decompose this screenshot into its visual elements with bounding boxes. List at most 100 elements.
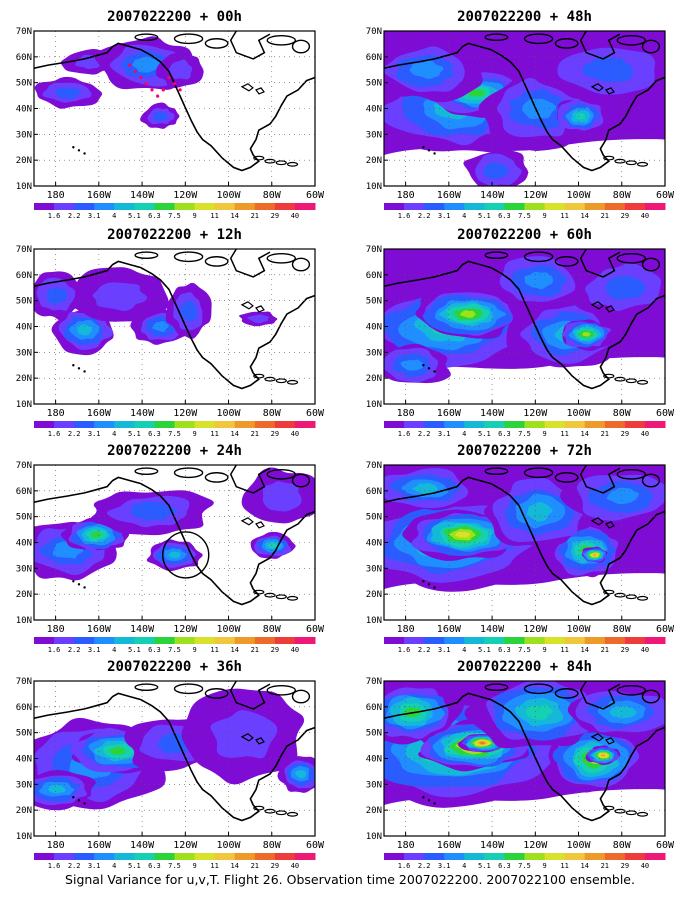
coastline <box>422 796 425 799</box>
coastline <box>253 155 265 161</box>
colorbar-swatch <box>34 853 55 860</box>
colorbar-swatch <box>254 421 276 428</box>
colorbar-label: 21 <box>601 646 609 654</box>
lat-tick-label: 50N <box>366 729 382 739</box>
lon-tick-label: 140W <box>130 190 155 201</box>
colorbar-label: 1.6 <box>398 646 411 654</box>
colorbar-swatch <box>604 637 626 644</box>
lat-tick-label: 40N <box>366 105 382 115</box>
variance-contour <box>455 531 471 538</box>
panel-title: 2007022200 + 48h <box>457 9 592 25</box>
panel-title: 2007022200 + 36h <box>107 659 242 675</box>
coastline <box>614 376 626 382</box>
lon-tick-label: 60W <box>306 624 325 635</box>
variance-contour <box>605 276 646 300</box>
variance-contour <box>575 112 586 120</box>
lat-tick-label: 50N <box>366 79 382 89</box>
colorbar-label: 1.6 <box>48 862 61 870</box>
colorbar-label: 11 <box>560 862 568 870</box>
coastline <box>422 580 425 583</box>
lat-tick-label: 50N <box>16 297 32 307</box>
map-panel: 70N 60N 50N 40N 30N 20N 10N 180 160W 140W 120W 100W… <box>16 677 325 870</box>
coastline <box>275 378 287 384</box>
lat-tick-label: 40N <box>366 755 382 765</box>
coastline <box>134 683 159 691</box>
colorbar-label: 40 <box>291 212 299 220</box>
lon-tick-label: 160W <box>437 624 462 635</box>
colorbar-swatch <box>194 421 216 428</box>
colorbar-swatch <box>174 853 196 860</box>
lat-tick-label: 20N <box>16 156 32 166</box>
colorbar-swatch <box>464 421 485 428</box>
lon-tick-label: 180 <box>47 408 65 419</box>
colorbar-swatch <box>94 421 115 428</box>
colorbar-swatch <box>464 637 485 644</box>
colorbar-label: 5.1 <box>128 646 141 654</box>
colorbar-swatch <box>74 853 95 860</box>
lon-tick-label: 140W <box>480 840 505 851</box>
lat-tick-label: 70N <box>16 461 32 471</box>
colorbar-swatch <box>274 853 296 860</box>
colorbar-label: 40 <box>641 646 649 654</box>
lat-tick-label: 50N <box>16 513 32 523</box>
colorbar-label: 5.1 <box>128 862 141 870</box>
map-panel: 70N 60N 50N 40N 30N 20N 10N 180 160W 140W 120W 100W… <box>366 27 675 220</box>
variance-contour <box>77 324 92 336</box>
coastline <box>554 38 579 49</box>
coastline <box>579 31 621 60</box>
coastline <box>264 808 276 814</box>
coastline <box>291 473 311 488</box>
lat-tick-label: 10N <box>16 832 32 842</box>
lat-tick-label: 30N <box>16 348 32 358</box>
lon-tick-label: 120W <box>173 840 198 851</box>
colorbar-swatch <box>114 421 135 428</box>
colorbar-swatch <box>584 853 606 860</box>
coastline <box>614 158 626 164</box>
lon-tick-label: 180 <box>397 840 415 851</box>
colorbar-label: 6.3 <box>498 646 511 654</box>
lon-tick-label: 180 <box>397 624 415 635</box>
lat-tick-label: 30N <box>16 564 32 574</box>
lon-tick-label: 160W <box>87 840 112 851</box>
colorbar-label: 2.2 <box>418 646 431 654</box>
lon-tick-label: 180 <box>47 624 65 635</box>
colorbar-swatch <box>234 203 256 210</box>
colorbar-swatch <box>624 203 646 210</box>
coastline <box>484 683 509 691</box>
coastline <box>484 251 509 259</box>
colorbar-swatch <box>194 203 216 210</box>
colorbar-label: 11 <box>210 212 218 220</box>
colorbar-label: 11 <box>560 212 568 220</box>
colorbar-label: 11 <box>210 862 218 870</box>
coastline <box>72 364 75 367</box>
colorbar-label: 4 <box>112 646 116 654</box>
panel-title: 2007022200 + 72h <box>457 443 592 459</box>
colorbar-swatch <box>254 203 276 210</box>
colorbar-swatch <box>174 637 196 644</box>
coastline <box>34 260 315 390</box>
lon-tick-label: 180 <box>47 190 65 201</box>
colorbar-swatch <box>404 421 425 428</box>
coastline <box>253 805 265 811</box>
colorbar-swatch <box>444 421 465 428</box>
coastline <box>77 367 81 370</box>
coastline <box>264 376 276 382</box>
colorbar-swatch <box>154 853 175 860</box>
colorbar-swatch <box>134 421 155 428</box>
lon-tick-label: 60W <box>656 624 675 635</box>
colorbar-label: 4 <box>462 646 466 654</box>
variance-contour <box>469 89 486 97</box>
colorbar-label: 6.3 <box>148 646 161 654</box>
lon-tick-label: 120W <box>523 408 548 419</box>
lat-tick-label: 30N <box>16 130 32 140</box>
variance-contour <box>153 111 169 122</box>
coastline <box>384 692 665 822</box>
colorbar-swatch <box>234 637 256 644</box>
lat-tick-label: 70N <box>366 677 382 687</box>
variance-contour <box>606 487 639 505</box>
lat-tick-label: 60N <box>16 271 32 281</box>
colorbar-swatch <box>384 637 405 644</box>
lon-tick-label: 140W <box>130 408 155 419</box>
coastline <box>523 467 554 479</box>
coastline <box>77 583 81 586</box>
